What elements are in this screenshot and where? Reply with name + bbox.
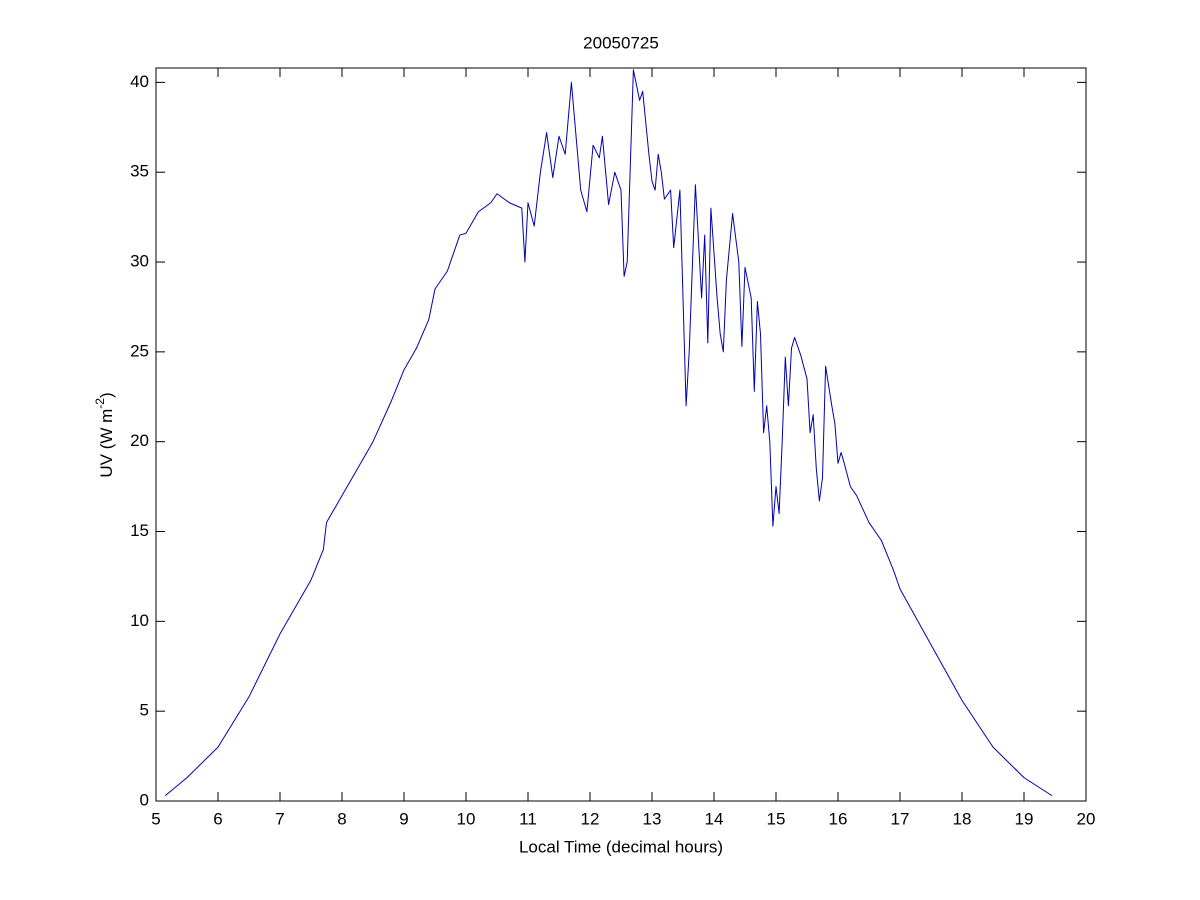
x-tick-label: 8 xyxy=(337,809,346,828)
x-tick-label: 5 xyxy=(151,809,160,828)
y-tick-label: 0 xyxy=(140,790,149,809)
x-tick-label: 12 xyxy=(581,809,600,828)
x-tick-label: 14 xyxy=(705,809,724,828)
x-tick-label: 16 xyxy=(829,809,848,828)
x-tick-label: 7 xyxy=(275,809,284,828)
y-axis-label: UV (W m-2) xyxy=(93,392,116,477)
plot-frame xyxy=(155,67,1087,802)
x-tick-label: 18 xyxy=(953,809,972,828)
x-tick-label: 20 xyxy=(1077,809,1096,828)
y-axis-label-sup: -2 xyxy=(93,398,107,409)
x-tick-label: 15 xyxy=(767,809,786,828)
y-tick-label: 40 xyxy=(130,72,149,91)
x-tick-label: 13 xyxy=(643,809,662,828)
y-tick-label: 35 xyxy=(130,162,149,181)
x-tick-label: 19 xyxy=(1015,809,1034,828)
y-axis-label-text: UV (W m xyxy=(97,409,116,478)
y-tick-label: 30 xyxy=(130,252,149,271)
x-tick-label: 11 xyxy=(519,809,537,828)
y-tick-label: 25 xyxy=(130,341,149,360)
x-tick-label: 6 xyxy=(213,809,222,828)
x-axis-label: Local Time (decimal hours) xyxy=(519,837,723,856)
y-tick-label: 10 xyxy=(130,611,149,630)
x-tick-label: 17 xyxy=(891,809,910,828)
chart-title: 20050725 xyxy=(583,33,659,52)
y-tick-label: 20 xyxy=(130,431,149,450)
x-tick-label: 9 xyxy=(399,809,408,828)
data-line xyxy=(164,69,1053,797)
x-tick-label: 10 xyxy=(457,809,476,828)
y-tick-label: 5 xyxy=(140,701,149,720)
y-axis-label-end: ) xyxy=(97,392,116,398)
y-tick-label: 15 xyxy=(130,521,149,540)
